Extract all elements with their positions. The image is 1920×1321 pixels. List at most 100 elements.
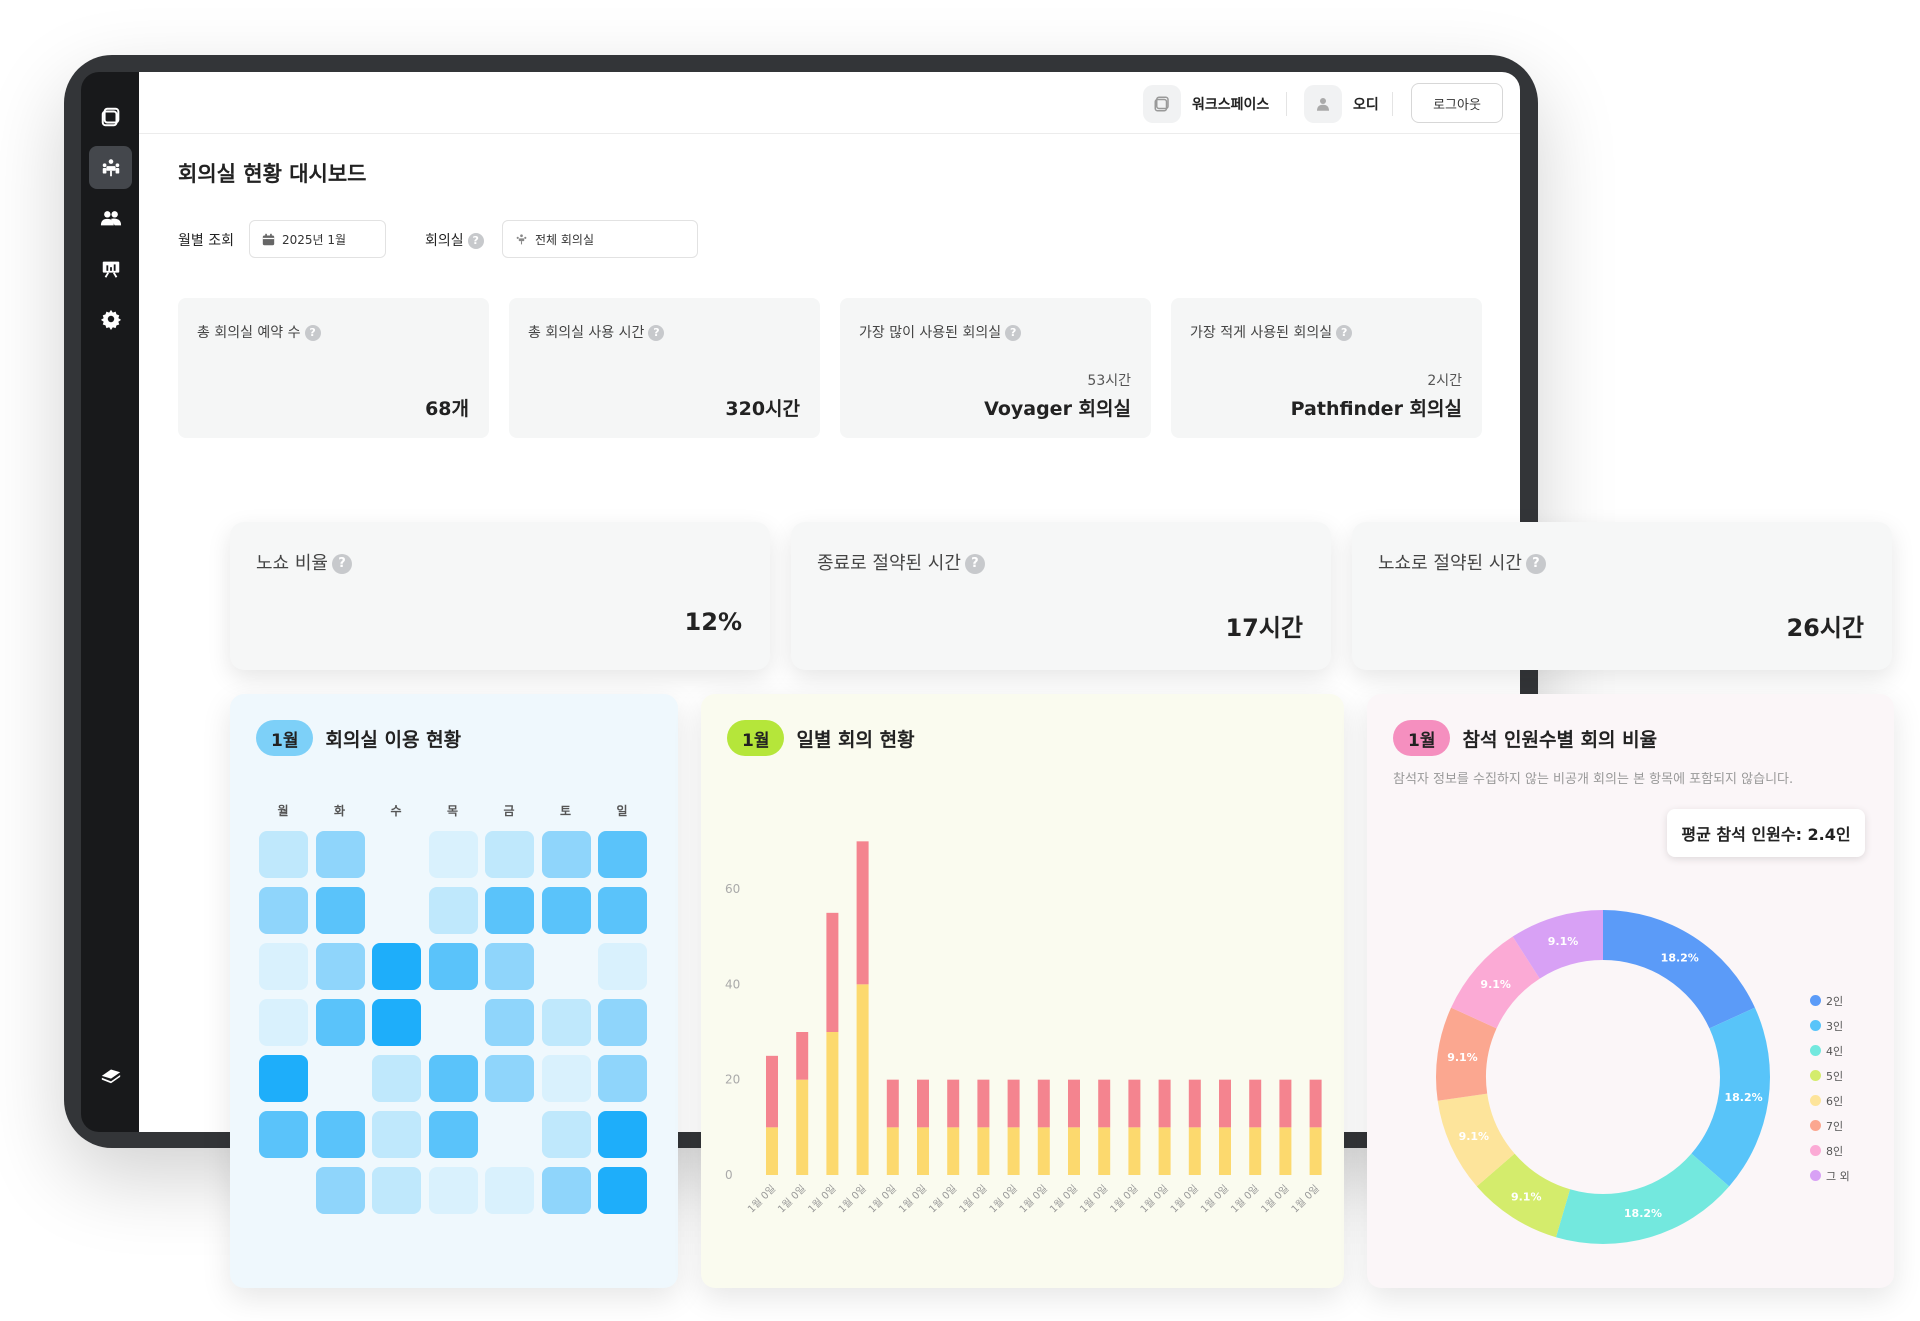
bar-segment-pink[interactable] bbox=[1219, 1079, 1231, 1128]
heatmap-cell[interactable] bbox=[259, 1055, 308, 1102]
legend-item[interactable]: 3인 bbox=[1810, 1013, 1850, 1038]
avatar-icon[interactable] bbox=[1304, 85, 1342, 123]
donut-slice[interactable] bbox=[1451, 936, 1540, 1029]
heatmap-cell[interactable] bbox=[259, 887, 308, 934]
sidebar-item-layers[interactable] bbox=[89, 1053, 132, 1096]
heatmap-cell[interactable] bbox=[372, 1055, 421, 1102]
help-icon[interactable]: ? bbox=[648, 325, 665, 341]
heatmap-cell[interactable] bbox=[541, 1167, 591, 1214]
heatmap-cell[interactable] bbox=[541, 1111, 591, 1158]
heatmap-cell[interactable] bbox=[485, 831, 534, 878]
heatmap-cell[interactable] bbox=[315, 1111, 365, 1158]
heatmap-cell[interactable] bbox=[541, 999, 591, 1046]
bar-segment-yellow[interactable] bbox=[1007, 1127, 1020, 1175]
bar-segment-pink[interactable] bbox=[1007, 1079, 1020, 1128]
bar-segment-pink[interactable] bbox=[1158, 1079, 1171, 1128]
heatmap-cell[interactable] bbox=[259, 1111, 308, 1158]
heatmap-cell[interactable] bbox=[315, 831, 365, 878]
sidebar-item-settings[interactable] bbox=[89, 297, 132, 340]
heatmap-cell[interactable] bbox=[428, 1167, 478, 1214]
legend-item[interactable]: 7인 bbox=[1810, 1113, 1850, 1138]
bar-segment-pink[interactable] bbox=[886, 1079, 899, 1128]
donut-slice[interactable] bbox=[1512, 910, 1603, 979]
sidebar-item-meeting-rooms[interactable] bbox=[89, 146, 132, 189]
legend-item[interactable]: 5인 bbox=[1810, 1063, 1850, 1088]
help-icon[interactable]: ? bbox=[1525, 554, 1546, 574]
heatmap-cell[interactable] bbox=[485, 999, 534, 1046]
heatmap-cell[interactable] bbox=[598, 999, 647, 1046]
bar-segment-yellow[interactable] bbox=[1098, 1127, 1111, 1175]
bar-segment-yellow[interactable] bbox=[856, 984, 869, 1175]
bar-segment-yellow[interactable] bbox=[826, 1032, 839, 1175]
sidebar-item-workspace[interactable] bbox=[89, 95, 132, 138]
bar-segment-yellow[interactable] bbox=[947, 1127, 960, 1175]
heatmap-cell[interactable] bbox=[315, 887, 365, 934]
heatmap-cell[interactable] bbox=[598, 887, 647, 934]
bar-segment-pink[interactable] bbox=[826, 912, 839, 1032]
bar-segment-pink[interactable] bbox=[1309, 1079, 1322, 1128]
heatmap-cell[interactable] bbox=[598, 1055, 647, 1102]
heatmap-cell[interactable] bbox=[259, 943, 308, 990]
bar-segment-yellow[interactable] bbox=[977, 1127, 990, 1175]
heatmap-cell[interactable] bbox=[315, 999, 365, 1046]
bar-segment-pink[interactable] bbox=[856, 841, 869, 985]
bar-segment-yellow[interactable] bbox=[1279, 1127, 1292, 1175]
bar-segment-yellow[interactable] bbox=[1128, 1127, 1141, 1175]
donut-slice[interactable] bbox=[1476, 1153, 1571, 1238]
logout-button[interactable]: 로그아웃 bbox=[1411, 83, 1503, 123]
help-icon[interactable]: ? bbox=[964, 554, 985, 574]
heatmap-cell[interactable] bbox=[598, 1167, 647, 1214]
bar-segment-yellow[interactable] bbox=[1037, 1127, 1050, 1175]
heatmap-cell[interactable] bbox=[259, 831, 308, 878]
legend-item[interactable]: 8인 bbox=[1810, 1138, 1850, 1163]
bar-segment-yellow[interactable] bbox=[1249, 1127, 1262, 1175]
help-icon[interactable]: ? bbox=[467, 233, 484, 249]
legend-item[interactable]: 2인 bbox=[1810, 988, 1850, 1013]
workspace-label[interactable]: 워크스페이스 bbox=[1192, 97, 1270, 113]
room-select[interactable]: 전체 회의실 bbox=[502, 220, 698, 258]
heatmap-cell[interactable] bbox=[428, 887, 478, 934]
bar-segment-pink[interactable] bbox=[796, 1032, 809, 1080]
heatmap-cell[interactable] bbox=[541, 887, 591, 934]
donut-slice[interactable] bbox=[1437, 1093, 1515, 1187]
heatmap-cell[interactable] bbox=[315, 1167, 365, 1214]
heatmap-cell[interactable] bbox=[485, 943, 534, 990]
heatmap-cell[interactable] bbox=[598, 831, 647, 878]
heatmap-cell[interactable] bbox=[428, 1055, 478, 1102]
bar-segment-yellow[interactable] bbox=[1309, 1127, 1322, 1175]
bar-segment-pink[interactable] bbox=[1249, 1079, 1262, 1128]
user-name[interactable]: 오디 bbox=[1353, 97, 1379, 113]
heatmap-cell[interactable] bbox=[372, 1167, 421, 1214]
sidebar-item-presentation[interactable] bbox=[89, 247, 132, 290]
donut-slice[interactable] bbox=[1436, 1007, 1497, 1101]
help-icon[interactable]: ? bbox=[1005, 325, 1022, 341]
bar-segment-yellow[interactable] bbox=[1219, 1127, 1231, 1175]
heatmap-cell[interactable] bbox=[428, 1111, 478, 1158]
bar-segment-yellow[interactable] bbox=[1188, 1127, 1201, 1175]
sidebar-item-users[interactable] bbox=[89, 196, 132, 239]
heatmap-cell[interactable] bbox=[541, 1055, 591, 1102]
heatmap-cell[interactable] bbox=[485, 887, 534, 934]
legend-item[interactable]: 6인 bbox=[1810, 1088, 1850, 1113]
heatmap-cell[interactable] bbox=[485, 1055, 534, 1102]
bar-segment-pink[interactable] bbox=[1068, 1079, 1080, 1128]
bar-segment-pink[interactable] bbox=[917, 1079, 929, 1128]
heatmap-cell[interactable] bbox=[541, 831, 591, 878]
heatmap-cell[interactable] bbox=[372, 943, 421, 990]
help-icon[interactable]: ? bbox=[1336, 325, 1353, 341]
bar-segment-pink[interactable] bbox=[1037, 1079, 1050, 1128]
help-icon[interactable]: ? bbox=[304, 325, 321, 341]
heatmap-cell[interactable] bbox=[428, 831, 478, 878]
donut-slice[interactable] bbox=[1691, 1007, 1770, 1187]
help-icon[interactable]: ? bbox=[331, 554, 352, 574]
bar-segment-yellow[interactable] bbox=[1158, 1127, 1171, 1175]
bar-segment-pink[interactable] bbox=[766, 1055, 778, 1128]
donut-slice[interactable] bbox=[1555, 1153, 1730, 1244]
donut-slice[interactable] bbox=[1603, 910, 1755, 1029]
legend-item[interactable]: 그 외 bbox=[1810, 1163, 1850, 1188]
month-picker[interactable]: 2025년 1월 bbox=[249, 220, 386, 258]
heatmap-cell[interactable] bbox=[259, 999, 308, 1046]
bar-segment-yellow[interactable] bbox=[1068, 1127, 1080, 1175]
bar-segment-pink[interactable] bbox=[1098, 1079, 1111, 1128]
bar-segment-yellow[interactable] bbox=[766, 1127, 778, 1175]
